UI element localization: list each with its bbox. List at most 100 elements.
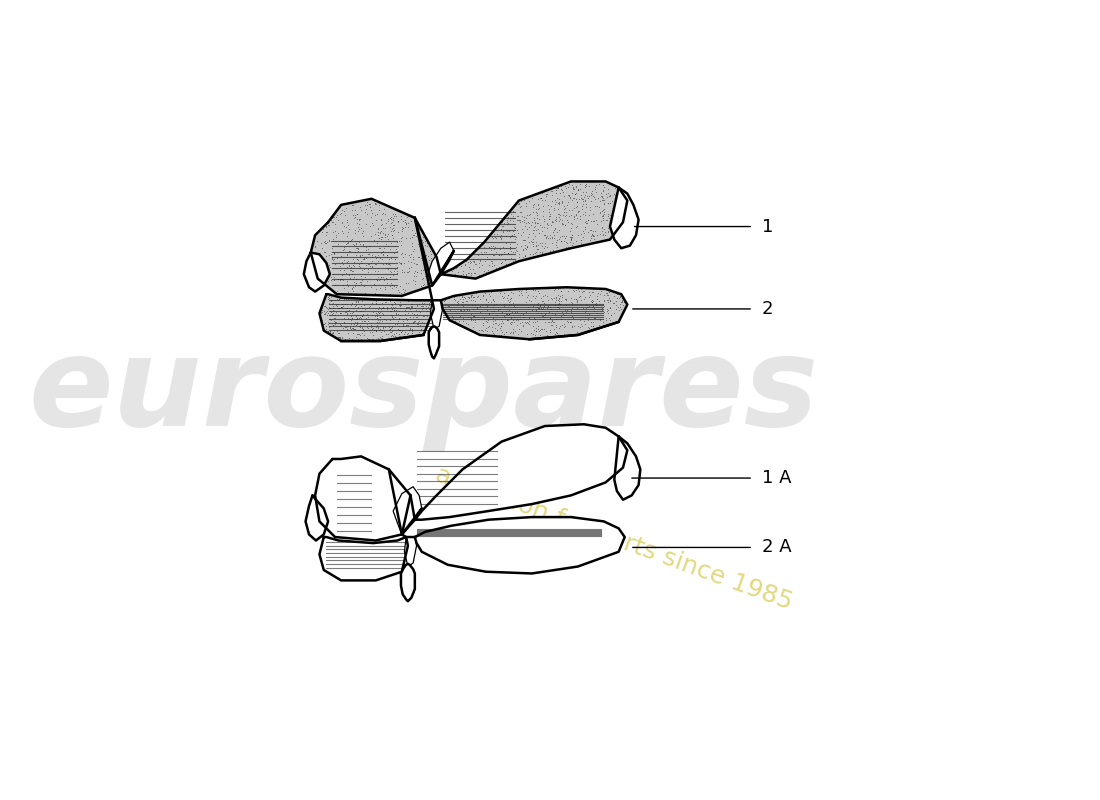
Point [398, 328, 416, 341]
Point [604, 213, 622, 226]
Point [547, 210, 564, 223]
Point [411, 282, 429, 295]
Point [394, 312, 411, 325]
Point [562, 176, 580, 189]
Point [579, 309, 596, 322]
Point [383, 217, 400, 230]
Point [378, 249, 396, 262]
Point [336, 240, 353, 253]
Point [491, 303, 508, 316]
Point [503, 306, 520, 318]
Point [384, 232, 402, 245]
Point [377, 334, 395, 346]
Point [609, 197, 627, 210]
Point [398, 314, 416, 326]
Text: 2: 2 [762, 300, 773, 318]
Point [554, 199, 572, 212]
Point [355, 253, 373, 266]
Point [397, 302, 415, 314]
Point [514, 250, 531, 263]
Point [486, 314, 504, 327]
Point [565, 192, 583, 205]
Point [462, 256, 480, 269]
Point [312, 306, 330, 318]
Point [531, 219, 549, 232]
Point [344, 273, 362, 286]
Point [512, 307, 529, 320]
Point [452, 260, 470, 273]
Point [336, 205, 353, 218]
Point [605, 188, 623, 201]
Point [487, 309, 505, 322]
Point [387, 281, 405, 294]
Point [407, 219, 425, 232]
Point [390, 313, 408, 326]
Point [550, 291, 568, 304]
Point [339, 302, 356, 314]
Point [605, 214, 623, 227]
Point [596, 198, 614, 211]
Point [361, 326, 378, 338]
Point [442, 263, 460, 276]
Point [358, 202, 375, 215]
Point [488, 228, 506, 241]
Point [334, 315, 352, 328]
Point [524, 290, 541, 302]
Point [509, 331, 527, 344]
Point [520, 318, 538, 330]
Point [609, 201, 627, 214]
Point [330, 330, 348, 343]
Point [353, 324, 371, 337]
Point [390, 296, 408, 309]
Point [324, 326, 342, 339]
Point [553, 217, 571, 230]
Point [600, 289, 617, 302]
Point [571, 326, 588, 339]
Point [553, 318, 571, 331]
Point [419, 250, 437, 262]
Point [436, 294, 453, 307]
Point [345, 318, 363, 330]
Point [612, 200, 629, 213]
Point [560, 284, 578, 297]
Point [595, 234, 613, 246]
Point [477, 246, 495, 258]
Point [584, 214, 602, 227]
Point [609, 204, 627, 217]
Point [510, 251, 528, 264]
Point [387, 307, 405, 320]
Point [576, 298, 594, 310]
Point [553, 289, 571, 302]
Point [524, 319, 541, 332]
Point [404, 229, 421, 242]
Point [311, 271, 329, 284]
Point [412, 322, 430, 335]
Point [356, 315, 374, 328]
Point [385, 246, 403, 259]
Point [540, 210, 558, 222]
Point [395, 314, 412, 327]
Point [393, 213, 410, 226]
Point [359, 262, 376, 275]
Point [546, 316, 563, 329]
Point [536, 316, 553, 329]
Point [392, 330, 409, 342]
Point [348, 313, 365, 326]
Point [554, 328, 572, 341]
Point [559, 214, 576, 227]
Point [484, 292, 502, 305]
Point [483, 286, 500, 298]
Point [392, 257, 409, 270]
Point [328, 208, 345, 221]
Point [305, 246, 322, 258]
Point [478, 303, 496, 316]
Point [542, 218, 560, 231]
Point [516, 306, 534, 319]
Point [575, 284, 593, 297]
Point [374, 300, 392, 313]
Point [333, 269, 351, 282]
Point [544, 316, 562, 329]
Polygon shape [441, 182, 627, 278]
Point [422, 302, 440, 314]
Point [502, 230, 519, 243]
